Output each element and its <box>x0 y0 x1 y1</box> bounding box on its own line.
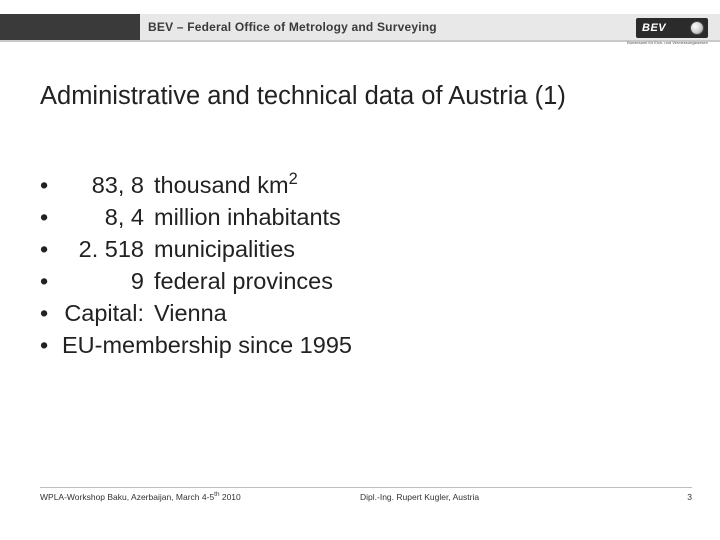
list-item: •Capital:Vienna <box>40 300 352 327</box>
list-item: •9federal provinces <box>40 268 352 295</box>
footer: WPLA-Workshop Baku, Azerbaijan, March 4-… <box>40 487 692 502</box>
slide-title: Administrative and technical data of Aus… <box>40 82 566 111</box>
footer-left-post: 2010 <box>219 492 240 502</box>
header-accent-strip <box>0 14 140 40</box>
footer-page-number: 3 <box>662 492 692 502</box>
bullet-icon: • <box>40 332 62 359</box>
footer-left: WPLA-Workshop Baku, Azerbaijan, March 4-… <box>40 492 360 502</box>
list-item: •2. 518municipalities <box>40 236 352 263</box>
bullet-icon: • <box>40 204 62 231</box>
content-list: •83, 8thousand km2•8, 4million inhabitan… <box>40 172 352 364</box>
header-bar: BEV – Federal Office of Metrology and Su… <box>0 14 720 42</box>
bullet-icon: • <box>40 172 62 199</box>
list-item-label: million inhabitants <box>154 204 341 231</box>
bev-logo-globe-icon <box>690 21 704 35</box>
bullet-icon: • <box>40 300 62 327</box>
list-item-value: 8, 4 <box>62 204 154 231</box>
bev-logo: BEV Bundesamt für Eich- und Vermessungsw… <box>636 18 708 38</box>
footer-center: Dipl.-Ing. Rupert Kugler, Austria <box>360 492 662 502</box>
org-name: BEV – Federal Office of Metrology and Su… <box>148 14 437 40</box>
bev-logo-subtext: Bundesamt für Eich- und Vermessungswesen <box>627 40 708 45</box>
list-item-label: thousand km2 <box>154 172 298 199</box>
list-item-label: Vienna <box>154 300 227 327</box>
footer-left-pre: WPLA-Workshop Baku, Azerbaijan, March 4-… <box>40 492 214 502</box>
bullet-icon: • <box>40 236 62 263</box>
list-item: •8, 4million inhabitants <box>40 204 352 231</box>
list-item: •EU-membership since 1995 <box>40 332 352 359</box>
list-item-value: 9 <box>62 268 154 295</box>
superscript: 2 <box>289 170 298 188</box>
list-item-label: federal provinces <box>154 268 333 295</box>
list-item-label: EU-membership since 1995 <box>62 332 352 359</box>
list-item-value: Capital: <box>62 300 154 327</box>
list-item-label: municipalities <box>154 236 295 263</box>
list-item-value: 2. 518 <box>62 236 154 263</box>
list-item-value: 83, 8 <box>62 172 154 199</box>
list-item: •83, 8thousand km2 <box>40 172 352 199</box>
bev-logo-text: BEV <box>642 22 666 34</box>
bullet-icon: • <box>40 268 62 295</box>
